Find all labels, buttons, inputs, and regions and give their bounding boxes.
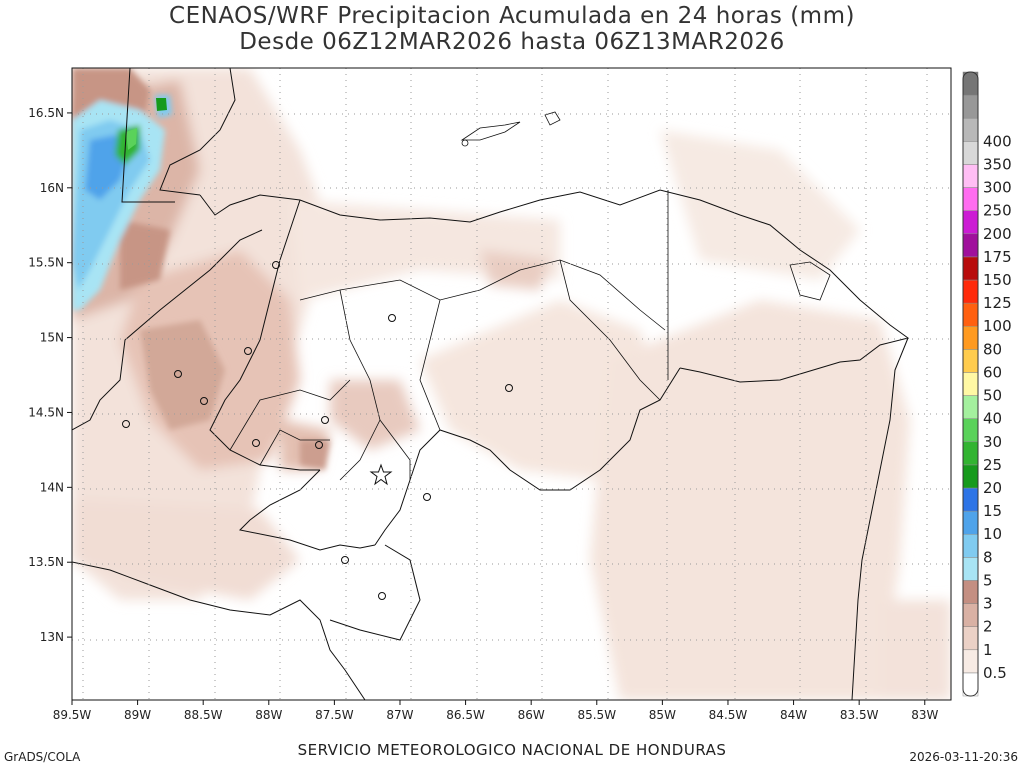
colorbar-label: 25 <box>983 456 1002 474</box>
colorbar-cell <box>962 302 979 327</box>
lon-tick-label: 85.5W <box>577 708 616 722</box>
service-name: SERVICIO METEOROLOGICO NACIONAL DE HONDU… <box>297 741 727 759</box>
colorbar-cell <box>962 557 979 581</box>
colorbar-cell <box>962 418 979 443</box>
colorbar-label: 3 <box>983 595 993 613</box>
colorbar-cell <box>962 233 979 258</box>
lon-tick-label: 89W <box>124 708 151 722</box>
colorbar-label: 400 <box>983 132 1012 150</box>
colorbar-cell <box>962 441 979 466</box>
colorbar-cell <box>962 256 979 281</box>
lat-tick-label: 14.5N <box>28 405 64 419</box>
lon-tick-label: 87W <box>386 708 413 722</box>
lon-tick-label: 84.5W <box>709 708 748 722</box>
lat-tick-label: 13N <box>40 630 64 644</box>
colorbar-cell <box>962 210 979 235</box>
colorbar-cell <box>962 649 979 674</box>
colorbar-cell <box>962 349 979 373</box>
colorbar-label: 20 <box>983 479 1002 497</box>
colorbar-label: 150 <box>983 271 1012 289</box>
colorbar-cell <box>962 325 979 350</box>
map-subtitle: Desde 06Z12MAR2026 hasta 06Z13MAR2026 <box>239 29 785 55</box>
colorbar-label: 60 <box>983 363 1002 381</box>
lat-tick-label: 15N <box>40 331 64 345</box>
colorbar-cell <box>962 464 979 489</box>
capital-star-icon <box>369 463 393 486</box>
colorbar-cell <box>962 117 979 142</box>
lon-tick-label: 86.5W <box>446 708 485 722</box>
colorbar-cell <box>962 164 979 188</box>
lon-tick-label: 85W <box>649 708 676 722</box>
lat-tick-label: 14N <box>40 480 64 494</box>
colorbar-outline <box>962 71 979 697</box>
colorbar-label: 100 <box>983 317 1012 335</box>
map-frame <box>71 67 952 701</box>
colorbar-label: 175 <box>983 248 1012 266</box>
colorbar-label: 10 <box>983 525 1002 543</box>
colorbar-label: 200 <box>983 225 1012 243</box>
colorbar-cell <box>962 279 979 304</box>
lon-tick-label: 87.5W <box>315 708 354 722</box>
colorbar-cell <box>962 626 979 651</box>
lon-tick-label: 88W <box>255 708 282 722</box>
colorbar-label: 350 <box>983 155 1012 173</box>
colorbar-label: 1 <box>983 641 993 659</box>
map-title: CENAOS/WRF Precipitacion Acumulada en 24… <box>169 3 855 29</box>
colorbar-label: 250 <box>983 202 1012 220</box>
colorbar-label: 80 <box>983 340 1002 358</box>
timestamp: 2026-03-11-20:36 <box>909 750 1018 764</box>
colorbar-label: 50 <box>983 387 1002 405</box>
grads-credit: GrADS/COLA <box>4 750 81 764</box>
lat-tick-label: 13.5N <box>28 555 64 569</box>
colorbar-cell <box>962 94 979 119</box>
grid-lines <box>72 68 951 700</box>
colorbar-cell <box>962 372 979 396</box>
lat-tick-label: 15.5N <box>28 256 64 270</box>
colorbar-label: 8 <box>983 548 993 566</box>
lon-tick-label: 83.5W <box>840 708 879 722</box>
colorbar-label: 30 <box>983 433 1002 451</box>
city-markers <box>122 261 513 600</box>
colorbar-legend: 0.5 1 2 3 5 8 10 15 20 25 30 40 50 60 80 100 125 150 175 20… <box>962 71 1012 697</box>
lat-tick-label: 16.5N <box>28 106 64 120</box>
lon-tick-label: 86W <box>518 708 545 722</box>
colorbar-cell <box>962 533 979 558</box>
colorbar-cell <box>962 141 979 165</box>
colorbar-label: 300 <box>983 179 1012 197</box>
colorbar-cell <box>962 487 979 512</box>
lon-tick-label: 84W <box>780 708 807 722</box>
colorbar-cell <box>962 580 979 604</box>
colorbar-label: 15 <box>983 502 1002 520</box>
country-borders <box>72 68 910 700</box>
colorbar-cell <box>962 603 979 627</box>
colorbar-label: 40 <box>983 410 1002 428</box>
colorbar-label: 2 <box>983 618 993 636</box>
lon-tick-label: 89.5W <box>53 708 92 722</box>
latitude-axis: 16.5N 16N 15.5N 15N 14.5N 14N 13.5N 13N <box>28 106 72 644</box>
colorbar-cell <box>962 672 979 697</box>
colorbar-label: 125 <box>983 294 1012 312</box>
colorbar-cell <box>962 395 979 419</box>
colorbar-cell <box>962 71 979 96</box>
lon-tick-label: 88.5W <box>184 708 223 722</box>
colorbar-cell <box>962 187 979 211</box>
colorbar-label: 5 <box>983 571 993 589</box>
lat-tick-label: 16N <box>40 181 64 195</box>
lon-tick-label: 83W <box>911 708 938 722</box>
colorbar-label: 0.5 <box>983 664 1007 682</box>
colorbar-cell <box>962 510 979 535</box>
longitude-axis: 89.5W 89W 88.5W 88W 87.5W 87W 86.5W 86W 85.5W 85W… <box>53 700 938 722</box>
precipitation-field <box>72 68 951 700</box>
